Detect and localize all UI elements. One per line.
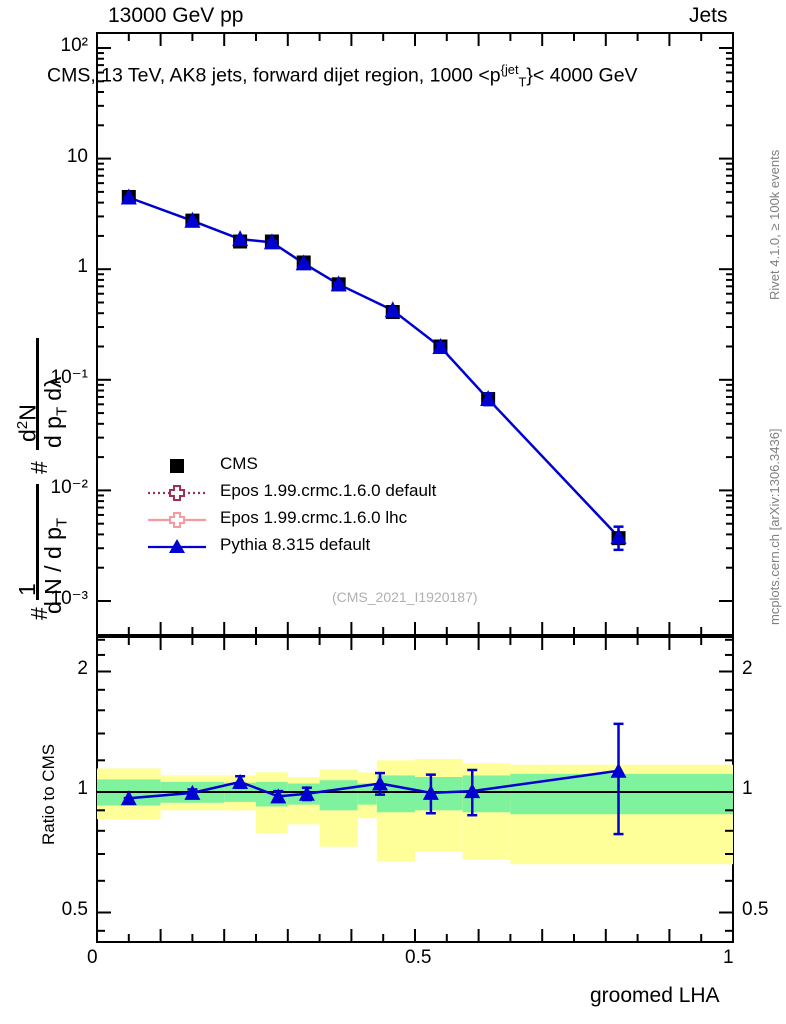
main-y-tick-label: 10² [60, 35, 88, 56]
legend-label: CMS [220, 454, 258, 473]
ratio-y-tick-label: 1 [77, 778, 88, 799]
main-y-tick-label: 10⁻² [50, 477, 89, 499]
legend-label: Epos 1.99.crmc.1.6.0 lhc [220, 508, 408, 527]
legend-marker-triangle [148, 539, 206, 553]
page-title: CMS, 13 TeV, AK8 jets, forward dijet reg… [47, 62, 638, 90]
ratio-y-tick-label-right: 1 [742, 778, 753, 799]
legend-item[interactable]: CMS [146, 452, 526, 479]
ratio-axis-ticks [96, 637, 734, 942]
ratio-axis-label: Ratio to CMS [39, 743, 58, 845]
legend-item[interactable]: Epos 1.99.crmc.1.6.0 default [146, 479, 526, 506]
x-axis-label: groomed LHA [590, 984, 720, 1007]
legend: CMS Epos 1.99.crmc.1.6.0 default Epos 1.99… [146, 452, 526, 560]
legend-item[interactable]: Epos 1.99.crmc.1.6.0 lhc [146, 506, 526, 533]
header-right-label: Jets [689, 4, 728, 27]
main-axis-ticks [96, 33, 734, 635]
header-left-label: 13000 GeV pp [108, 4, 244, 27]
legend-marker-cross-box [148, 512, 206, 528]
x-tick-label: 1 [723, 947, 734, 968]
main-y-tick-label: 1 [77, 256, 88, 278]
ratio-uncertainty-bands [97, 758, 733, 865]
main-y-tick-label: 10 [66, 145, 88, 167]
main-data-series [120, 188, 627, 552]
x-tick-label: 0.5 [405, 947, 432, 968]
legend-label: Epos 1.99.crmc.1.6.0 default [220, 481, 437, 500]
analysis-id-watermark: (CMS_2021_I1920187) [332, 589, 478, 605]
legend-marker-square [170, 459, 184, 473]
legend-marker-cross-box [148, 485, 206, 501]
x-tick-label: 0 [87, 947, 98, 968]
main-y-tick-label: 10⁻³ [50, 588, 89, 609]
legend-item[interactable]: Pythia 8.315 default [146, 533, 526, 560]
main-y-tick-label: 10⁻¹ [50, 366, 89, 388]
ratio-y-tick-label: 0.5 [61, 898, 88, 920]
legend-label: Pythia 8.315 default [220, 535, 371, 554]
ratio-y-tick-label-right: 0.5 [742, 898, 769, 920]
ratio-data-series [120, 722, 627, 836]
ratio-y-tick-label-right: 2 [742, 657, 753, 679]
ratio-y-tick-label: 2 [77, 657, 88, 679]
